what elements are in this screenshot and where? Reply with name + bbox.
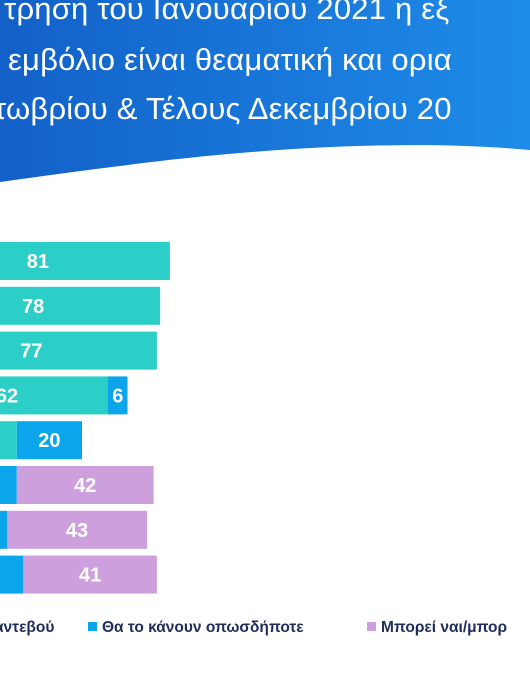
legend-item-1: αντεβού: [0, 616, 54, 640]
bar-label-r5-s2: 20: [38, 430, 60, 452]
bar-segment-r7-s2: [0, 510, 7, 549]
bar-segment-r5-s2: [16, 421, 82, 460]
legend-swatch-2: [88, 622, 97, 631]
bar-label-r2-s1: 78: [22, 296, 44, 318]
legend-item-3: Μπορεί ναι/μπορ: [367, 616, 507, 640]
title-line-2: εμβόλιο είναι θεαματική και ορια: [8, 42, 452, 77]
bar-segment-r8-s3: [23, 555, 157, 594]
bar-segment-r4-s2: [108, 376, 128, 415]
bar-label-r3-s1: 77: [20, 341, 42, 363]
bar-segment-r5-s1: [0, 421, 17, 460]
bar-segment-r4-s1: [0, 376, 108, 415]
bar-segment-r3-s1: [0, 331, 157, 370]
legend-label-1: αντεβού: [0, 619, 55, 636]
bar-segment-r7-s3: [7, 510, 148, 549]
legend-swatch-3: [367, 622, 376, 631]
bar-segment-r1-s1: [0, 242, 170, 280]
title-line-3: τωβρίου & Τέλους Δεκεμβρίου 20: [0, 91, 452, 126]
legend-label-2: Θα το κάνουν οπωσδήποτε: [102, 619, 304, 636]
bar-segment-r2-s1: [0, 286, 161, 325]
header-band-shape: [0, 0, 530, 182]
bar-label-r4-s2: 6: [112, 385, 123, 407]
bar-segment-r8-s2: [0, 555, 24, 594]
header-band: [0, 0, 530, 182]
bar-label-r1-s1: 81: [27, 251, 49, 273]
bar-label-r7-s3: 43: [66, 520, 88, 542]
bar-label-r4-s1: 62: [0, 385, 18, 407]
bar-segment-r6-s3: [16, 466, 154, 504]
legend-item-2: Θα το κάνουν οπωσδήποτε: [88, 616, 304, 640]
legend-label-3: Μπορεί ναι/μπορ: [381, 619, 508, 636]
chart-legend: αντεβού Θα το κάνουν οπωσδήποτε Μπορεί ν…: [0, 616, 530, 640]
title-line-1: τρηση του Ιανουαρίου 2021 η εξ: [4, 0, 450, 26]
bar-segment-r6-s2: [0, 466, 17, 504]
bar-label-r8-s3: 41: [79, 565, 101, 587]
bar-label-r6-s3: 42: [74, 475, 96, 497]
